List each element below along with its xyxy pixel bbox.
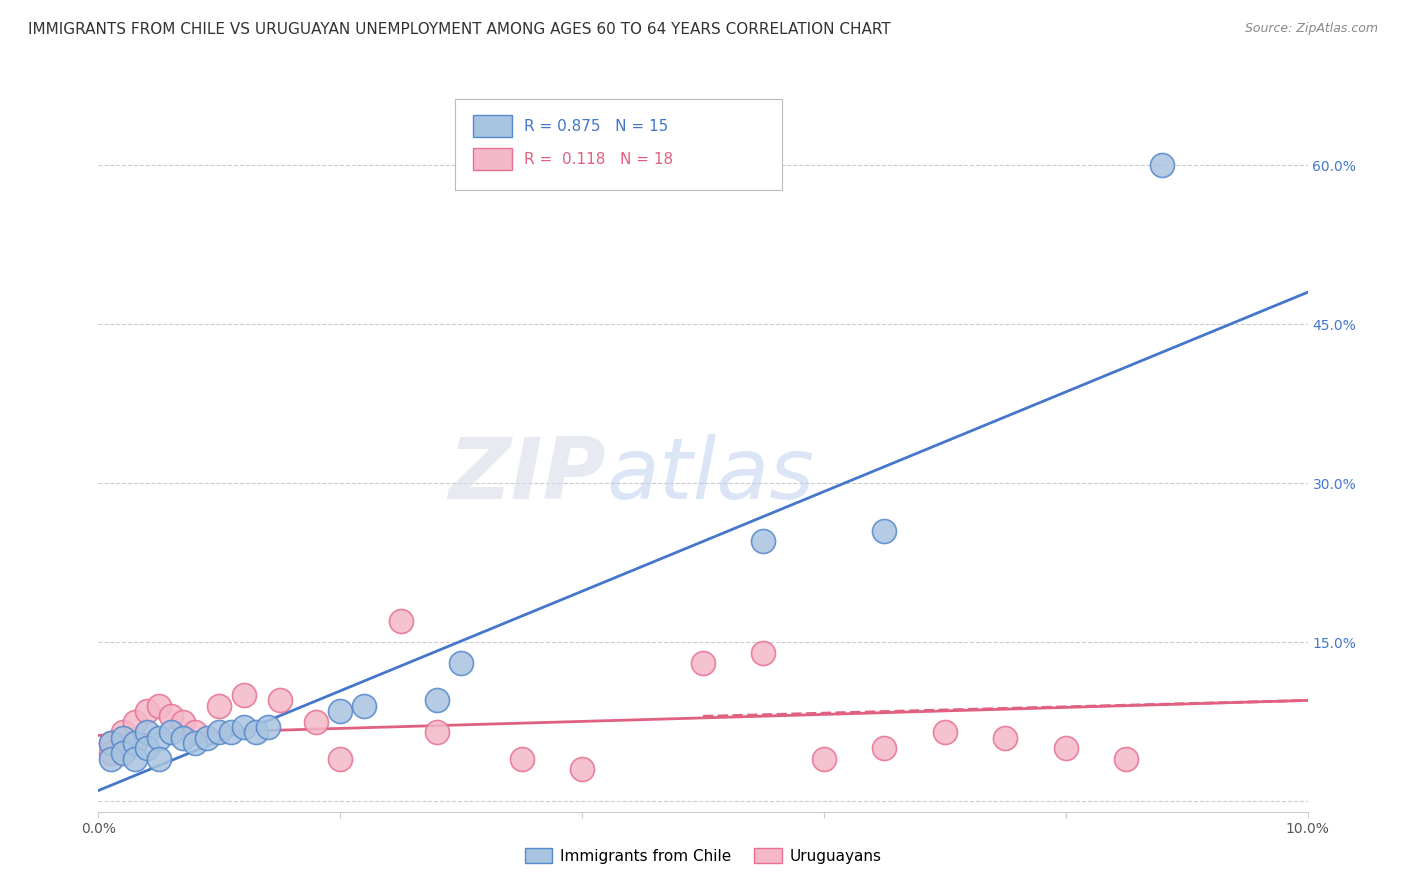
Point (232, 720, 254, 734)
Point (873, 524, 896, 538)
Text: R =  0.118   N = 18: R = 0.118 N = 18 (524, 152, 673, 167)
Point (100, 752, 122, 766)
Point (571, 762, 593, 776)
Point (100, 736, 122, 750)
Text: ZIP: ZIP (449, 434, 606, 516)
Text: atlas: atlas (606, 434, 814, 516)
Bar (474, 148, 512, 170)
Point (111, 725, 134, 739)
Point (873, 741, 896, 756)
Point (172, 731, 194, 745)
Point (752, 534, 775, 549)
Point (1152, 158, 1174, 172)
Point (111, 747, 134, 761)
Point (752, 646, 775, 660)
Text: Source: ZipAtlas.com: Source: ZipAtlas.com (1244, 22, 1378, 36)
Point (353, 698, 375, 713)
Point (813, 752, 835, 766)
Point (329, 752, 352, 766)
Point (160, 709, 183, 723)
Point (184, 736, 207, 750)
Point (172, 714, 194, 729)
Point (124, 714, 146, 729)
Point (221, 725, 243, 739)
Point (329, 704, 352, 718)
Point (389, 614, 412, 628)
Point (934, 725, 956, 739)
Point (100, 736, 122, 750)
Point (1115, 752, 1137, 766)
Text: IMMIGRANTS FROM CHILE VS URUGUAYAN UNEMPLOYMENT AMONG AGES 60 TO 64 YEARS CORREL: IMMIGRANTS FROM CHILE VS URUGUAYAN UNEMP… (28, 22, 891, 37)
Point (148, 752, 170, 766)
Point (124, 752, 146, 766)
Point (195, 731, 218, 745)
Point (232, 688, 254, 702)
Point (256, 720, 278, 734)
Point (245, 725, 267, 739)
Point (305, 714, 328, 729)
Point (426, 693, 449, 707)
Point (184, 725, 207, 739)
Point (208, 698, 231, 713)
Point (160, 725, 183, 739)
Point (510, 752, 533, 766)
Point (692, 657, 714, 671)
Point (135, 725, 157, 739)
Bar (474, 115, 512, 137)
Point (148, 731, 170, 745)
Point (100, 747, 122, 761)
Point (135, 741, 157, 756)
Point (111, 731, 134, 745)
Point (1054, 741, 1077, 756)
Point (450, 657, 472, 671)
Point (994, 731, 1017, 745)
Point (269, 693, 291, 707)
Point (135, 704, 157, 718)
FancyBboxPatch shape (456, 99, 782, 190)
Legend: Immigrants from Chile, Uruguayans: Immigrants from Chile, Uruguayans (519, 842, 887, 870)
Text: R = 0.875   N = 15: R = 0.875 N = 15 (524, 119, 668, 134)
Point (148, 698, 170, 713)
Point (208, 725, 231, 739)
Point (426, 725, 449, 739)
Point (124, 736, 146, 750)
